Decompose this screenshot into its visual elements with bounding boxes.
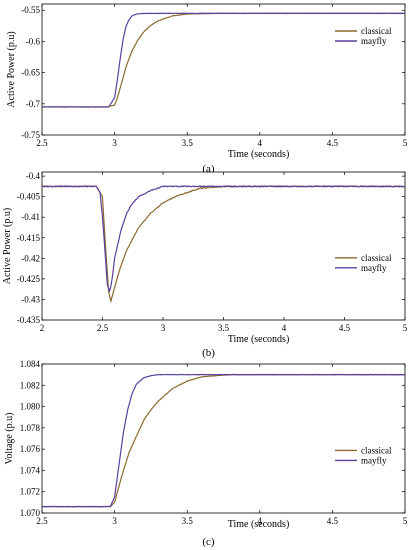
plot-area xyxy=(41,363,406,514)
y-tick-label: -0.41 xyxy=(21,212,40,222)
legend-label-mayfly: mayfly xyxy=(361,455,387,465)
plot-area xyxy=(41,3,406,136)
y-tick-label: 1.070 xyxy=(20,508,41,518)
x-tick-label: 4.5 xyxy=(327,516,339,526)
x-tick-label: 3.5 xyxy=(182,516,194,526)
legend-label-mayfly: mayfly xyxy=(361,36,387,46)
x-tick-label: 4 xyxy=(258,138,263,148)
x-tick-label: 4.5 xyxy=(327,138,339,148)
x-tick-label: 5 xyxy=(403,323,408,333)
x-tick-label: 5 xyxy=(403,516,408,526)
series-line-mayfly xyxy=(42,373,406,508)
y-tick-label: -0.75 xyxy=(21,130,40,140)
x-tick-label: 3.5 xyxy=(218,323,230,333)
panel-caption: (b) xyxy=(202,347,215,359)
y-tick-label: 1.076 xyxy=(20,444,41,454)
y-tick-label: 1.078 xyxy=(20,423,41,433)
x-tick-label: 4 xyxy=(282,323,287,333)
panel-caption: (c) xyxy=(202,536,215,548)
x-tick-label: 4 xyxy=(258,516,263,526)
series-line-mayfly xyxy=(41,185,406,293)
y-axis-label: Voltage (p.u) xyxy=(4,412,15,464)
y-tick-label: 1.082 xyxy=(20,380,40,390)
x-tick-label: 2 xyxy=(40,323,45,333)
x-axis-label: Time (seconds) xyxy=(228,149,290,160)
y-axis-label: Active Power (p.u) xyxy=(6,31,17,107)
x-tick-label: 3 xyxy=(112,138,117,148)
chart-panel-0: 2.5 3 3.5 4 4.5 5 -0.75 -0.7 -0.65 -0.6 -0.55 class… xyxy=(6,3,408,175)
x-tick-label: 5 xyxy=(403,138,408,148)
y-tick-label: 1.084 xyxy=(20,359,41,369)
x-tick-label: 2.5 xyxy=(97,323,109,333)
y-tick-label: -0.42 xyxy=(21,253,40,263)
y-tick-label: -0.425 xyxy=(17,274,41,284)
x-tick-label: 2.5 xyxy=(36,138,48,148)
y-tick-label: 1.072 xyxy=(20,487,40,497)
y-tick-label: -0.43 xyxy=(21,294,40,304)
chart-panel-2: 2.5 3 3.5 4 4.5 5 1.070 1.072 1.074 1.076 1.078 1.0… xyxy=(4,359,408,548)
x-tick-label: 4.5 xyxy=(339,323,351,333)
legend-label-classical: classical xyxy=(361,26,392,36)
y-tick-label: -0.65 xyxy=(21,68,40,78)
legend-label-mayfly: mayfly xyxy=(361,263,387,273)
x-tick-label: 3 xyxy=(112,516,117,526)
x-axis-label: Time (seconds) xyxy=(228,519,290,530)
y-tick-label: -0.4 xyxy=(26,171,41,181)
y-tick-label: -0.6 xyxy=(26,36,41,46)
y-tick-label: 1.080 xyxy=(20,402,41,412)
plot-area xyxy=(41,171,406,321)
legend-label-classical: classical xyxy=(361,253,392,263)
y-axis-label: Active Power (p.u) xyxy=(2,208,13,284)
chart-panel-1: 2 2.5 3 3.5 4 4.5 5 -0.435 -0.43 -0.425 -0.42 -0.41… xyxy=(2,171,408,359)
x-tick-label: 3 xyxy=(161,323,166,333)
y-tick-label: -0.415 xyxy=(17,233,41,243)
series-line-mayfly xyxy=(41,12,406,108)
x-tick-label: 3.5 xyxy=(182,138,194,148)
y-tick-label: -0.55 xyxy=(21,5,40,15)
y-tick-label: -0.435 xyxy=(17,315,41,325)
y-tick-label: 1.074 xyxy=(20,465,41,475)
y-tick-label: -0.7 xyxy=(26,99,41,109)
x-tick-label: 2.5 xyxy=(36,516,48,526)
x-axis-label: Time (seconds) xyxy=(228,334,290,345)
y-tick-label: -0.405 xyxy=(17,192,41,202)
legend-label-classical: classical xyxy=(361,445,392,455)
